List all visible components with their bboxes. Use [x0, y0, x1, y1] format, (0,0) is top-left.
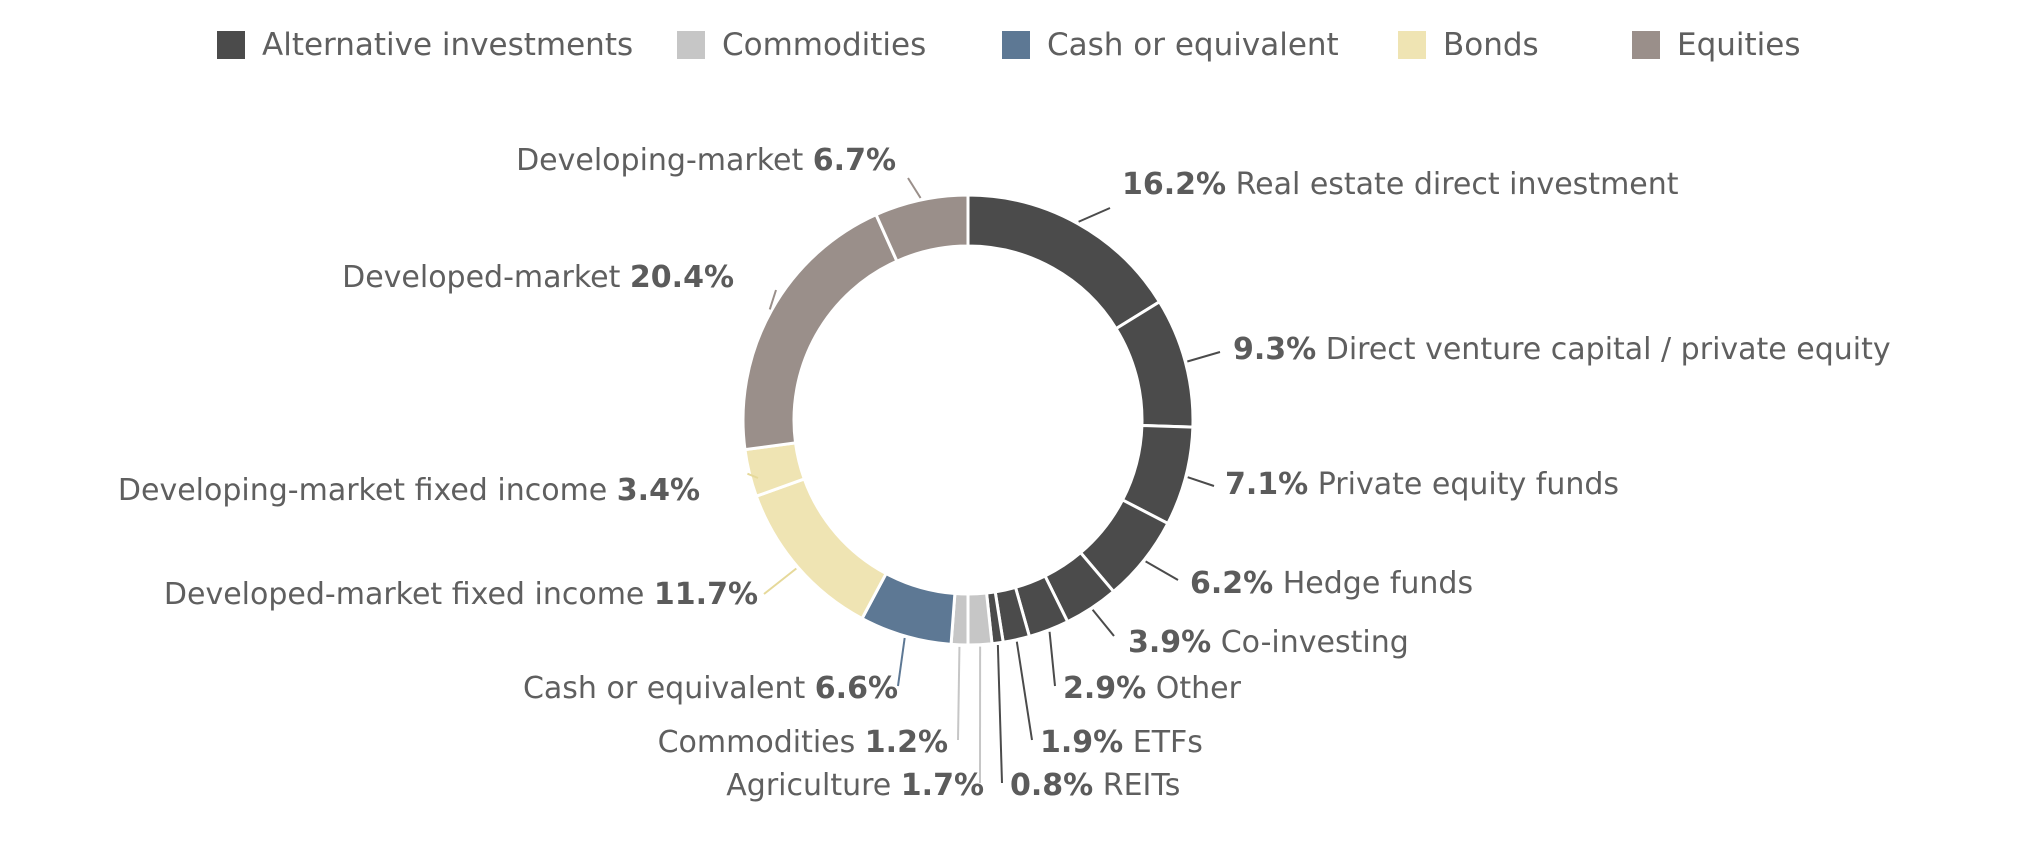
slice-agriculture — [966, 591, 994, 647]
leader-line-etfs — [1015, 641, 1033, 741]
legend-item-bonds-label: Bonds — [1443, 27, 1539, 63]
slice-label-developing-market-name: Developing-market — [516, 143, 813, 178]
slice-label-commodities-value: 1.2% — [865, 725, 948, 760]
slice-label-developed-market-fixed-income-name: Developed-market fixed income — [164, 577, 654, 612]
leader-line-real-estate-direct-investment — [1078, 207, 1111, 223]
legend-item-cash-or-equivalent-label: Cash or equivalent — [1047, 27, 1339, 63]
slice-label-private-equity-funds-name: Private equity funds — [1308, 467, 1619, 502]
slice-label-other-value: 2.9% — [1063, 671, 1146, 706]
slice-label-etfs-name: ETFs — [1123, 725, 1203, 760]
slice-label-etfs-value: 1.9% — [1040, 725, 1123, 760]
slice-label-developed-market: Developed-market 20.4% — [342, 260, 734, 295]
slice-label-hedge-funds-name: Hedge funds — [1273, 566, 1473, 601]
slice-label-developed-market-value: 20.4% — [630, 260, 734, 295]
chart-legend: Alternative investments Commodities Cash o… — [217, 27, 1801, 63]
slice-label-agriculture-value: 1.7% — [901, 768, 984, 803]
slice-label-reits-name: REITs — [1093, 768, 1180, 803]
slice-label-developing-market-fixed-income-name: Developing-market fixed income — [118, 473, 617, 508]
slice-label-hedge-funds-value: 6.2% — [1190, 566, 1273, 601]
legend-item-alternative-investments-label: Alternative investments — [262, 27, 633, 63]
slice-label-developing-market: Developing-market 6.7% — [516, 143, 896, 178]
leader-line-developed-market — [768, 289, 777, 310]
slice-label-other-name: Other — [1146, 671, 1241, 706]
leader-line-developed-market-fixed-income — [763, 567, 797, 595]
slice-label-developing-market-fixed-income: Developing-market fixed income 3.4% — [118, 473, 700, 508]
slice-label-developing-market-fixed-income-value: 3.4% — [617, 473, 700, 508]
slice-label-other: 2.9% Other — [1063, 671, 1242, 706]
slice-label-direct-venture-capital-private-equity-name: Direct venture capital / private equity — [1316, 332, 1890, 367]
slice-label-etfs: 1.9% ETFs — [1040, 725, 1203, 760]
slice-label-hedge-funds: 6.2% Hedge funds — [1190, 566, 1473, 601]
slice-developed-market-fixed-income — [754, 477, 889, 621]
slice-labels: 16.2% Real estate direct investment 9.3% … — [118, 143, 1891, 803]
legend-item-bonds-swatch — [1398, 31, 1426, 59]
slice-label-direct-venture-capital-private-equity-value: 9.3% — [1233, 332, 1316, 367]
slice-developed-market — [741, 212, 899, 452]
slice-label-commodities: Commodities 1.2% — [658, 725, 948, 760]
leader-line-other — [1048, 631, 1056, 687]
leader-line-direct-venture-capital-private-equity — [1187, 351, 1221, 363]
slice-label-cash-or-equivalent-name: Cash or equivalent — [523, 671, 815, 706]
slice-label-developed-market-name: Developed-market — [342, 260, 630, 295]
slice-label-co-investing-value: 3.9% — [1128, 625, 1211, 660]
slice-real-estate-direct-investment — [966, 193, 1162, 331]
slice-label-developed-market-fixed-income-value: 11.7% — [654, 577, 758, 612]
slice-label-agriculture: Agriculture 1.7% — [726, 768, 984, 803]
slice-label-reits: 0.8% REITs — [1010, 768, 1180, 803]
slice-label-real-estate-direct-investment-value: 16.2% — [1122, 167, 1226, 202]
slice-label-real-estate-direct-investment: 16.2% Real estate direct investment — [1122, 167, 1679, 202]
legend-item-equities-label: Equities — [1677, 27, 1801, 63]
slice-label-co-investing: 3.9% Co-investing — [1128, 625, 1409, 660]
legend-item-commodities-label: Commodities — [722, 27, 926, 63]
slice-label-private-equity-funds-value: 7.1% — [1225, 467, 1308, 502]
leader-line-commodities — [957, 646, 961, 741]
legend-item-alternative-investments-swatch — [217, 31, 245, 59]
slice-label-cash-or-equivalent-value: 6.6% — [815, 671, 898, 706]
leader-line-private-equity-funds — [1187, 476, 1215, 487]
legend-item-commodities-swatch — [677, 31, 705, 59]
slice-label-reits-value: 0.8% — [1010, 768, 1093, 803]
slice-label-cash-or-equivalent: Cash or equivalent 6.6% — [523, 671, 898, 706]
leader-line-developing-market-fixed-income — [747, 472, 759, 479]
slice-label-agriculture-name: Agriculture — [726, 768, 901, 803]
donut-slices — [741, 193, 1195, 647]
slice-label-co-investing-name: Co-investing — [1211, 625, 1409, 660]
legend-item-equities-swatch — [1632, 31, 1660, 59]
slice-label-private-equity-funds: 7.1% Private equity funds — [1225, 467, 1619, 502]
slice-label-real-estate-direct-investment-name: Real estate direct investment — [1226, 167, 1679, 202]
leader-line-cash-or-equivalent — [897, 637, 906, 687]
leader-line-hedge-funds — [1145, 560, 1179, 581]
slice-developing-market — [874, 193, 970, 264]
slice-direct-venture-capital-private-equity — [1114, 299, 1195, 429]
slice-label-commodities-name: Commodities — [658, 725, 865, 760]
legend-item-cash-or-equivalent-swatch — [1002, 31, 1030, 59]
slice-label-developed-market-fixed-income: Developed-market fixed income 11.7% — [164, 577, 758, 612]
leader-lines — [747, 177, 1221, 784]
leader-line-reits — [996, 644, 1003, 784]
leader-line-co-investing — [1091, 609, 1115, 637]
leader-line-developing-market — [907, 177, 922, 199]
slice-label-developing-market-value: 6.7% — [813, 143, 896, 178]
slice-label-direct-venture-capital-private-equity: 9.3% Direct venture capital / private eq… — [1233, 332, 1891, 367]
